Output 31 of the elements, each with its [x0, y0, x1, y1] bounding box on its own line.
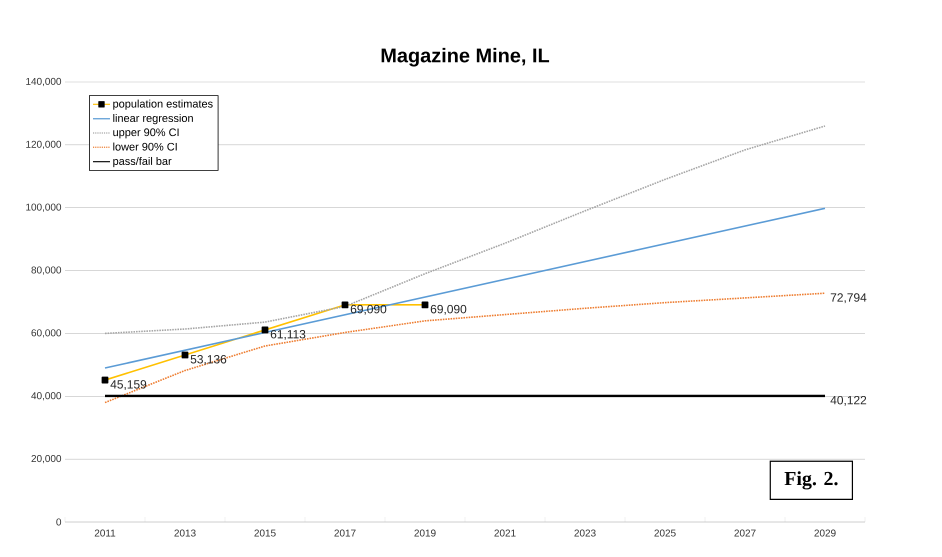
x-tick-label: 2021: [494, 530, 516, 537]
legend-label: linear regression: [113, 114, 193, 124]
y-tick-label: 40,000: [31, 392, 62, 400]
line-series: [104, 292, 826, 404]
y-tick-label: 140,000: [26, 78, 62, 86]
y-tick-label: 60,000: [32, 329, 62, 338]
x-tick-label: 2019: [414, 530, 436, 537]
y-tick-label: 120,000: [26, 140, 62, 149]
data-label: 45,159: [110, 380, 146, 390]
x-tick-label: 2017: [334, 530, 356, 537]
y-tick-label: 80,000: [31, 266, 62, 275]
legend-label: pass/fail bar: [113, 156, 172, 168]
x-tick-label: 2015: [254, 530, 276, 537]
chart-title: Magazine Mine, IL: [382, 48, 550, 67]
legend-label: population estimates: [113, 100, 213, 110]
y-tick-label: 20,000: [32, 455, 62, 464]
y-tick-label: 100,000: [26, 204, 62, 212]
legend-label: lower 90% CI: [113, 142, 177, 151]
y-tick-label: 0: [56, 518, 62, 526]
x-tick-label: 2023: [574, 530, 596, 537]
data-label: 72,794: [830, 293, 866, 304]
x-tick-label: 2013: [174, 530, 196, 537]
legend-label: upper 90% CI: [113, 128, 179, 138]
annotation: Fig. 2.: [784, 471, 838, 490]
x-tick-label: 2025: [654, 530, 676, 537]
data-label: 40,122: [830, 396, 866, 406]
x-tick-label: 2027: [734, 530, 756, 537]
data-label: 61,113: [270, 330, 306, 340]
x-tick-label: 2011: [94, 530, 116, 537]
data-label: 69,090: [430, 304, 466, 315]
x-tick-label: 2029: [814, 530, 836, 537]
